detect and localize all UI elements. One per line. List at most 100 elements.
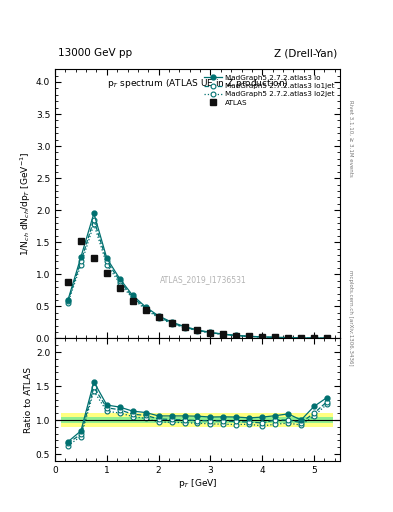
Bar bbox=[178, 413, 191, 427]
Bar bbox=[113, 417, 126, 423]
MadGraph5 2.7.2.atlas3 lo2jet bbox=[92, 221, 96, 227]
MadGraph5 2.7.2.atlas3 lo bbox=[156, 313, 161, 319]
MadGraph5 2.7.2.atlas3 lo bbox=[92, 210, 96, 217]
Bar bbox=[113, 413, 126, 427]
ATLAS bbox=[299, 335, 303, 341]
ATLAS bbox=[221, 331, 226, 337]
ATLAS bbox=[208, 330, 213, 336]
ATLAS bbox=[260, 334, 264, 340]
Bar bbox=[87, 417, 100, 423]
Text: 13000 GeV pp: 13000 GeV pp bbox=[58, 48, 132, 58]
Bar bbox=[256, 417, 269, 423]
MadGraph5 2.7.2.atlas3 lo1jet bbox=[79, 259, 83, 265]
ATLAS bbox=[182, 324, 187, 330]
ATLAS bbox=[79, 238, 83, 244]
ATLAS bbox=[118, 285, 122, 291]
ATLAS bbox=[92, 255, 96, 261]
MadGraph5 2.7.2.atlas3 lo2jet bbox=[79, 262, 83, 268]
Bar bbox=[269, 413, 282, 427]
Y-axis label: 1/N$_{ch}$ dN$_{ch}$/dp$_{T}$ [GeV$^{-1}$]: 1/N$_{ch}$ dN$_{ch}$/dp$_{T}$ [GeV$^{-1}… bbox=[18, 152, 33, 256]
Bar bbox=[217, 417, 230, 423]
Bar bbox=[165, 413, 178, 427]
Y-axis label: Ratio to ATLAS: Ratio to ATLAS bbox=[24, 367, 33, 433]
MadGraph5 2.7.2.atlas3 lo2jet bbox=[286, 335, 290, 341]
ATLAS bbox=[156, 314, 161, 321]
Bar bbox=[230, 417, 243, 423]
MadGraph5 2.7.2.atlas3 lo2jet bbox=[105, 262, 109, 268]
ATLAS bbox=[273, 334, 277, 340]
Bar bbox=[321, 413, 334, 427]
Line: MadGraph5 2.7.2.atlas3 lo1jet: MadGraph5 2.7.2.atlas3 lo1jet bbox=[66, 218, 329, 340]
MadGraph5 2.7.2.atlas3 lo2jet bbox=[195, 328, 200, 334]
MadGraph5 2.7.2.atlas3 lo bbox=[182, 324, 187, 330]
Bar bbox=[126, 417, 139, 423]
MadGraph5 2.7.2.atlas3 lo1jet bbox=[195, 327, 200, 333]
Bar bbox=[308, 417, 321, 423]
MadGraph5 2.7.2.atlas3 lo bbox=[234, 332, 239, 338]
ATLAS bbox=[195, 327, 200, 333]
Bar bbox=[308, 413, 321, 427]
Bar bbox=[243, 413, 256, 427]
MadGraph5 2.7.2.atlas3 lo1jet bbox=[143, 305, 148, 311]
Bar bbox=[295, 417, 308, 423]
Bar bbox=[139, 413, 152, 427]
ATLAS bbox=[105, 270, 109, 276]
ATLAS bbox=[169, 320, 174, 326]
MadGraph5 2.7.2.atlas3 lo1jet bbox=[182, 324, 187, 330]
MadGraph5 2.7.2.atlas3 lo1jet bbox=[247, 333, 252, 339]
ATLAS bbox=[247, 333, 252, 339]
Text: Z (Drell-Yan): Z (Drell-Yan) bbox=[274, 48, 337, 58]
MadGraph5 2.7.2.atlas3 lo bbox=[325, 335, 329, 341]
MadGraph5 2.7.2.atlas3 lo bbox=[273, 334, 277, 340]
Line: ATLAS: ATLAS bbox=[65, 238, 330, 342]
Bar bbox=[61, 417, 74, 423]
Bar bbox=[139, 417, 152, 423]
MadGraph5 2.7.2.atlas3 lo2jet bbox=[169, 321, 174, 327]
MadGraph5 2.7.2.atlas3 lo bbox=[260, 334, 264, 340]
Bar bbox=[243, 417, 256, 423]
MadGraph5 2.7.2.atlas3 lo1jet bbox=[66, 298, 70, 304]
MadGraph5 2.7.2.atlas3 lo2jet bbox=[247, 333, 252, 339]
MadGraph5 2.7.2.atlas3 lo2jet bbox=[66, 300, 70, 306]
Bar bbox=[204, 413, 217, 427]
Bar bbox=[282, 413, 295, 427]
MadGraph5 2.7.2.atlas3 lo2jet bbox=[118, 280, 122, 286]
Bar bbox=[178, 417, 191, 423]
Bar bbox=[165, 417, 178, 423]
Line: MadGraph5 2.7.2.atlas3 lo: MadGraph5 2.7.2.atlas3 lo bbox=[66, 211, 329, 340]
MadGraph5 2.7.2.atlas3 lo1jet bbox=[169, 320, 174, 326]
Text: p$_{T}$ spectrum (ATLAS UE in Z production): p$_{T}$ spectrum (ATLAS UE in Z producti… bbox=[107, 77, 288, 90]
Bar bbox=[126, 413, 139, 427]
MadGraph5 2.7.2.atlas3 lo1jet bbox=[92, 217, 96, 223]
Bar bbox=[74, 413, 87, 427]
MadGraph5 2.7.2.atlas3 lo1jet bbox=[299, 335, 303, 341]
MadGraph5 2.7.2.atlas3 lo bbox=[247, 333, 252, 339]
Bar bbox=[321, 417, 334, 423]
MadGraph5 2.7.2.atlas3 lo bbox=[118, 275, 122, 282]
MadGraph5 2.7.2.atlas3 lo1jet bbox=[312, 335, 316, 341]
MadGraph5 2.7.2.atlas3 lo bbox=[195, 327, 200, 333]
ATLAS bbox=[312, 335, 316, 341]
Bar bbox=[295, 413, 308, 427]
Bar bbox=[282, 417, 295, 423]
MadGraph5 2.7.2.atlas3 lo2jet bbox=[325, 335, 329, 341]
MadGraph5 2.7.2.atlas3 lo1jet bbox=[118, 278, 122, 284]
MadGraph5 2.7.2.atlas3 lo1jet bbox=[208, 330, 213, 336]
Bar bbox=[100, 417, 113, 423]
MadGraph5 2.7.2.atlas3 lo bbox=[143, 304, 148, 310]
Text: ATLAS_2019_I1736531: ATLAS_2019_I1736531 bbox=[160, 274, 246, 284]
Bar bbox=[256, 413, 269, 427]
ATLAS bbox=[234, 332, 239, 338]
MadGraph5 2.7.2.atlas3 lo1jet bbox=[234, 332, 239, 338]
ATLAS bbox=[130, 297, 135, 304]
MadGraph5 2.7.2.atlas3 lo2jet bbox=[312, 335, 316, 341]
Bar bbox=[152, 413, 165, 427]
Bar bbox=[87, 413, 100, 427]
Text: mcplots.cern.ch [arXiv:1306.3436]: mcplots.cern.ch [arXiv:1306.3436] bbox=[348, 270, 353, 365]
Bar bbox=[100, 413, 113, 427]
MadGraph5 2.7.2.atlas3 lo bbox=[66, 297, 70, 303]
MadGraph5 2.7.2.atlas3 lo1jet bbox=[260, 334, 264, 340]
MadGraph5 2.7.2.atlas3 lo bbox=[286, 334, 290, 340]
MadGraph5 2.7.2.atlas3 lo bbox=[299, 335, 303, 341]
Bar bbox=[61, 413, 74, 427]
